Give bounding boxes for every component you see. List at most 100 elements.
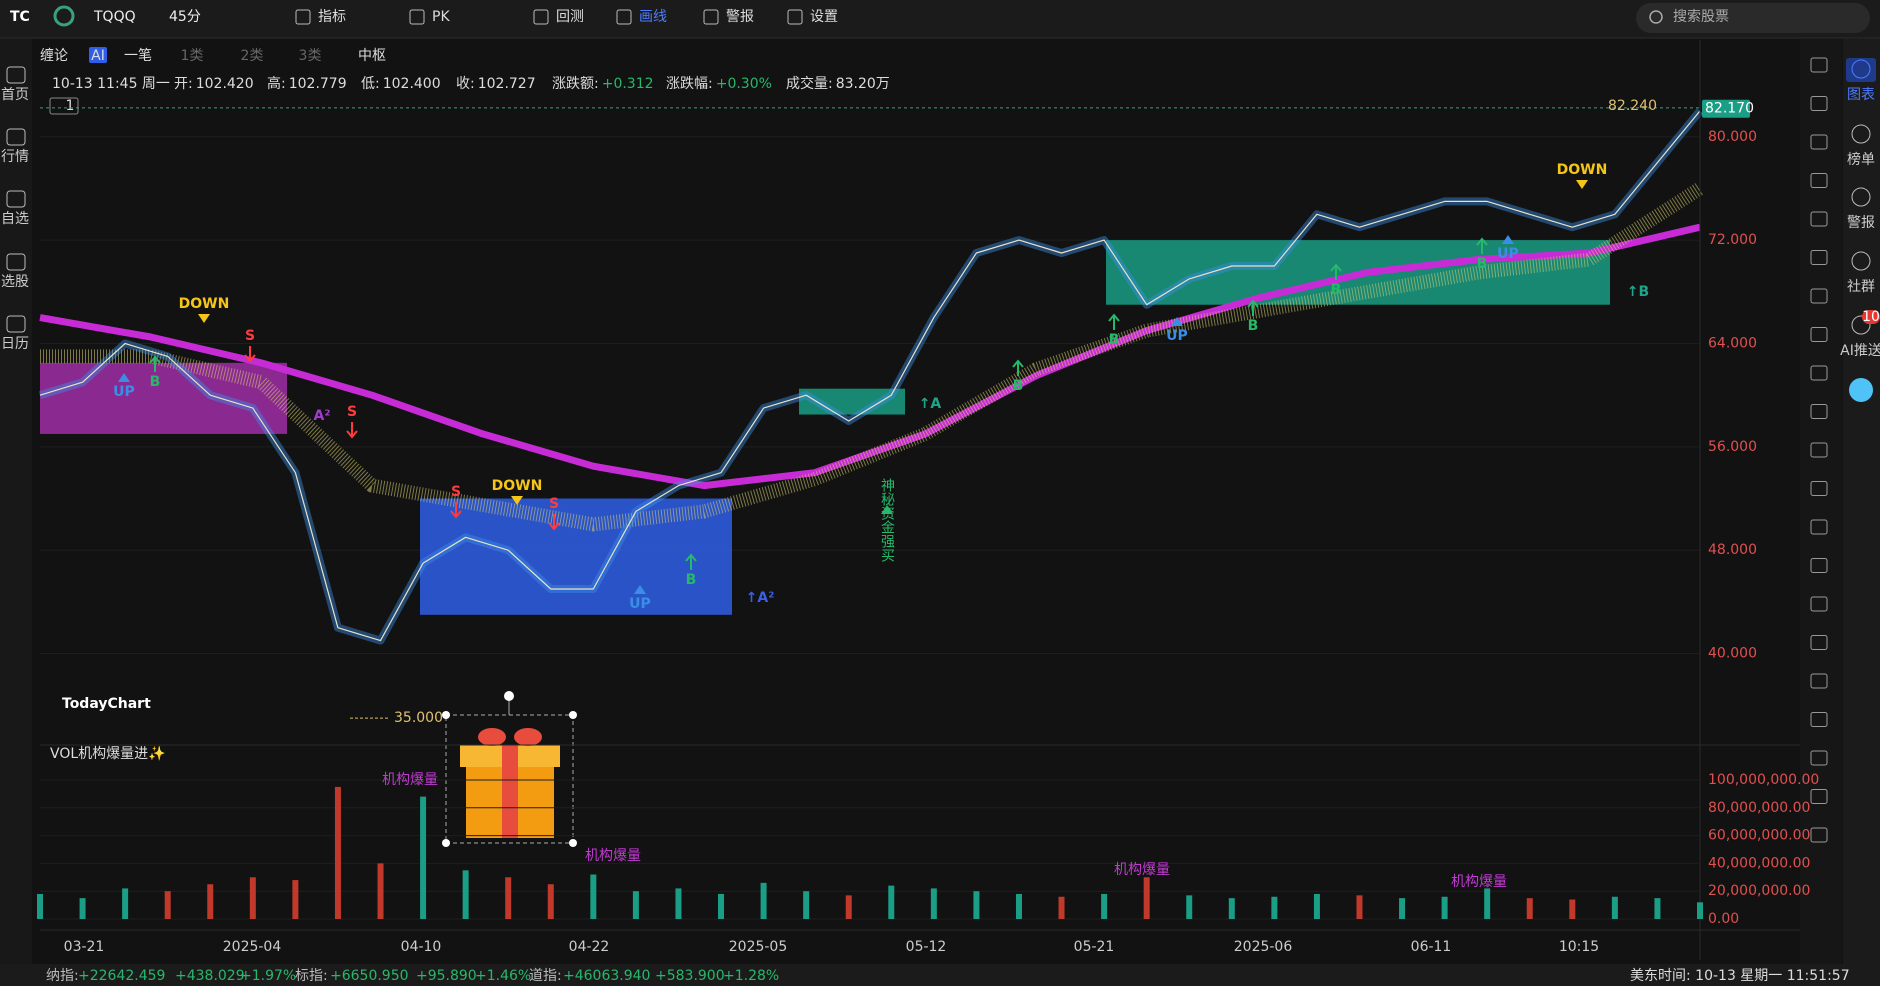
nav-item[interactable]: AI推送	[1840, 343, 1880, 359]
gift-box	[442, 691, 577, 847]
quote-value: +0.30%	[716, 76, 772, 92]
toolbar-icon	[787, 9, 803, 25]
tool-icon	[1810, 750, 1828, 766]
zone	[420, 498, 732, 615]
volume-bar	[1058, 896, 1065, 919]
top-toolbar	[0, 0, 1880, 38]
annotation: B	[686, 572, 697, 588]
chart-tab[interactable]: AI	[91, 48, 105, 64]
volume-bar	[760, 882, 767, 919]
chart-tab[interactable]: 缠论	[40, 47, 68, 64]
annotation: ↑A	[919, 396, 942, 412]
x-tick-label: 05-12	[906, 939, 947, 955]
nav-icon	[6, 128, 26, 146]
chart-tab[interactable]: 一笔	[124, 48, 152, 64]
volume-bar	[249, 877, 256, 919]
tool-icon	[1810, 365, 1828, 381]
x-tick-label: 04-22	[569, 939, 610, 955]
pane-label: 1	[66, 98, 75, 114]
chart-tab[interactable]: 2类	[241, 48, 264, 64]
left-nav	[0, 39, 32, 964]
right-nav	[1843, 39, 1880, 964]
marker-arrow	[881, 505, 893, 514]
toolbar-button[interactable]: 回测	[556, 9, 584, 25]
nav-item[interactable]: 自选	[1, 211, 29, 227]
toolbar-button[interactable]: 设置	[810, 9, 838, 25]
toolbar-button[interactable]: 画线	[639, 9, 667, 25]
nav-item[interactable]: 警报	[1847, 215, 1875, 231]
nav-item[interactable]: 首页	[1, 87, 29, 103]
volume-bar	[547, 884, 554, 919]
status-item: +22642.459	[78, 968, 165, 984]
y-tick-label: 60,000,000.00	[1708, 828, 1810, 844]
quote-label: 低:	[361, 76, 380, 92]
ai-avatar	[1849, 378, 1873, 402]
status-item: +1.28%	[723, 968, 779, 984]
quote-label: 涨跌额:	[552, 76, 599, 92]
status-item: 标指:	[295, 968, 328, 984]
volume-bar	[334, 786, 341, 919]
annotation: UP	[629, 596, 651, 612]
chart-tab[interactable]: 1类	[181, 48, 204, 64]
annotation: DOWN	[1557, 162, 1608, 178]
toolbar-icon	[703, 9, 719, 25]
nav-icon	[1851, 315, 1871, 335]
annotation: B	[1109, 332, 1120, 348]
nav-item[interactable]: 选股	[1, 274, 29, 290]
volume-bar	[1526, 898, 1533, 919]
volume-bar	[1228, 898, 1235, 919]
toolbar-button[interactable]: 警报	[726, 9, 754, 25]
nav-item[interactable]: 日历	[1, 336, 29, 352]
search-box[interactable]	[1636, 3, 1870, 33]
nav-item[interactable]: 榜单	[1847, 151, 1875, 168]
search-placeholder: 搜索股票	[1673, 8, 1729, 25]
volume-bar	[1101, 893, 1108, 919]
annotation: B	[150, 374, 161, 390]
annotation: B	[1013, 378, 1024, 394]
x-tick-label: 03-21	[64, 939, 105, 955]
annotation: ↑A²	[746, 590, 775, 606]
status-item: +46063.940	[563, 968, 650, 984]
marker-arrow	[346, 422, 358, 439]
status-item: 纳指:	[46, 968, 79, 984]
tool-icon	[1810, 96, 1828, 111]
chart-tab[interactable]: 中枢	[358, 48, 386, 64]
annotation: B	[1331, 282, 1342, 298]
annotation: DOWN	[179, 296, 230, 312]
chart-tab[interactable]: 3类	[299, 48, 322, 64]
nav-item[interactable]: 社群	[1847, 279, 1875, 295]
search-icon	[1649, 10, 1663, 24]
tool-icon	[1810, 134, 1828, 150]
x-tick-label: 2025-05	[729, 939, 788, 955]
toolbar-button[interactable]: PK	[432, 9, 450, 25]
volume-bar	[377, 863, 384, 919]
volume-bar	[845, 895, 852, 919]
quote-label: 成交量:	[786, 75, 833, 92]
x-tick-label: 2025-04	[223, 939, 282, 955]
marker-arrow	[511, 496, 523, 505]
volume-bar	[1015, 893, 1022, 919]
marker-arrow	[1108, 313, 1120, 330]
symbol: TQQQ	[93, 9, 136, 25]
y-tick-label: 80,000,000.00	[1708, 800, 1810, 816]
volume-annotation: 机构爆量	[1114, 862, 1170, 878]
volume-bar	[803, 891, 810, 919]
quote-value: 102.727	[478, 76, 536, 92]
quote-label: 收:	[456, 76, 475, 92]
nav-item[interactable]: 图表	[1847, 87, 1875, 103]
annotation: B	[1248, 318, 1259, 334]
nav-icon	[1851, 124, 1871, 144]
volume-bar	[1186, 895, 1193, 919]
volume-bar	[420, 796, 427, 919]
toolbar-button[interactable]: 指标	[318, 9, 346, 25]
nav-item[interactable]: 行情	[1, 149, 29, 165]
annotation: UP	[1166, 328, 1188, 344]
y-tick-label: 72.000	[1708, 232, 1757, 248]
annotation: ↑B	[1627, 284, 1649, 300]
tool-icon	[1810, 673, 1828, 689]
volume-bar	[888, 885, 895, 919]
tool-icon	[1810, 635, 1828, 650]
nav-icon	[6, 315, 26, 333]
marker-arrow	[1330, 263, 1342, 280]
